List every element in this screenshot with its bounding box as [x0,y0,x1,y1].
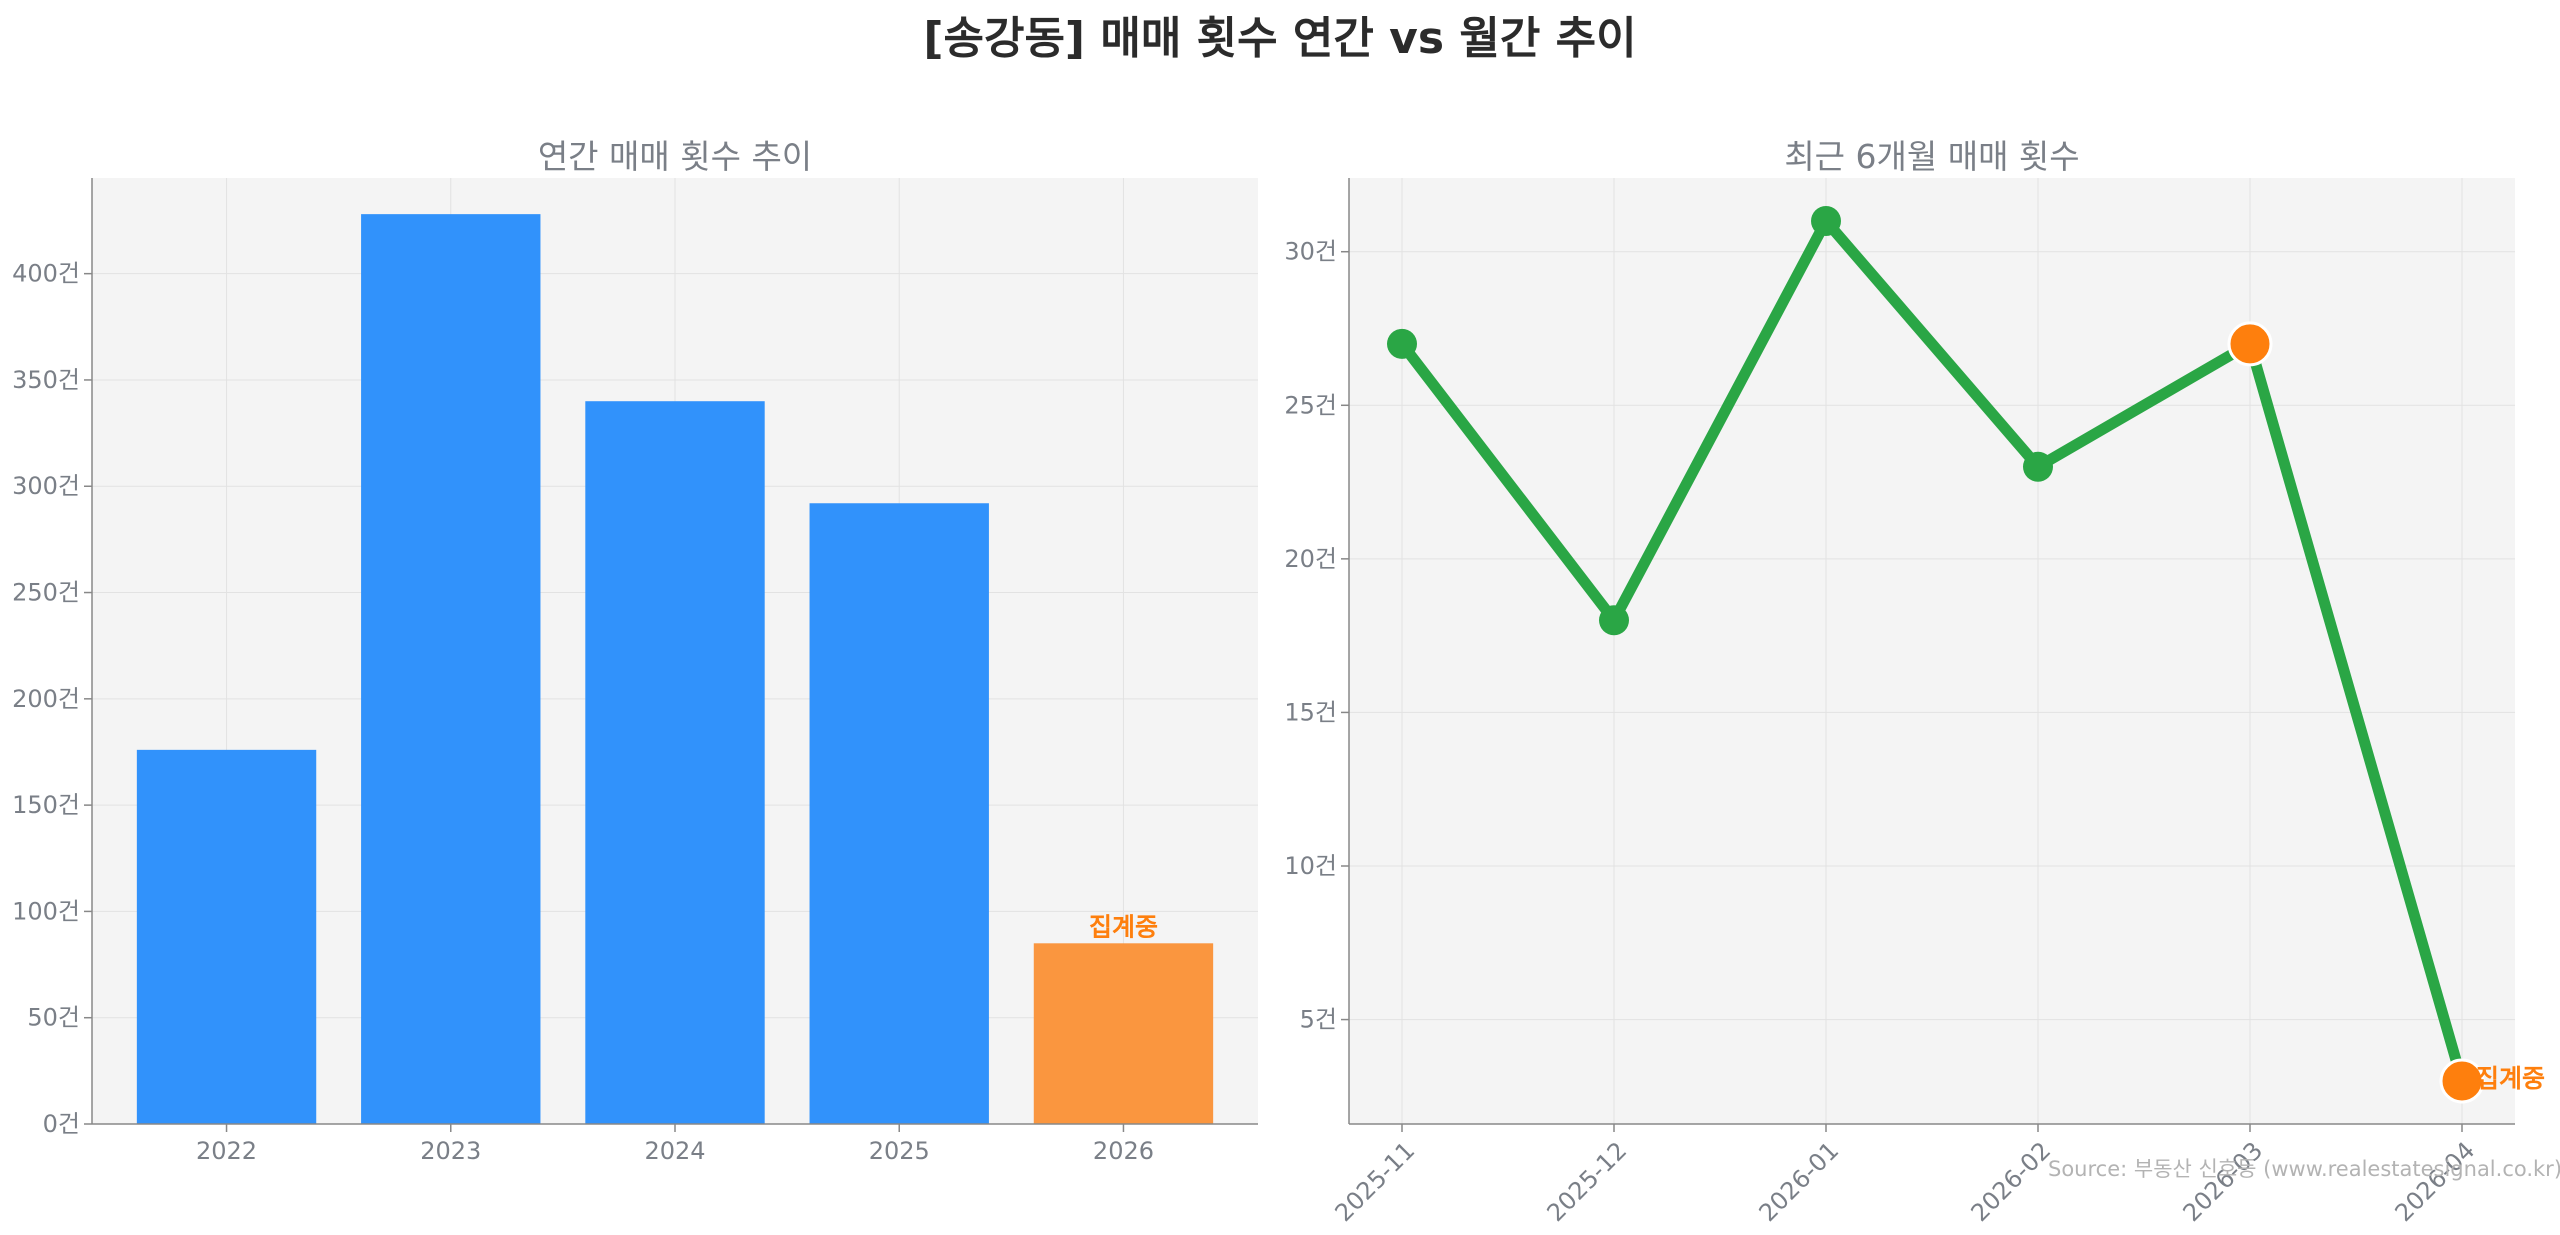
line-point-2026-02 [2023,451,2053,482]
line-series [1396,215,2468,1087]
source-note: Source: 부동산 신호등 (www.realestatesignal.co… [2048,1157,2560,1181]
line-xtick-label: 2025-11 [1330,1136,1421,1227]
bar-ytick-label: 250건 [12,579,80,607]
main-title: [송강동] 매매 횟수 연간 vs 월간 추이 [923,13,1637,64]
bar-ytick-label: 0건 [43,1110,80,1138]
bar-ytick-label: 100건 [12,897,80,925]
bar-chart-title: 연간 매매 횟수 추이 [537,137,813,176]
bar-xtick-label: 2023 [420,1137,481,1165]
line-point-2025-11 [1387,328,1417,359]
bar-ytick-label: 400건 [12,260,80,288]
bar-ytick-label: 300건 [12,472,80,500]
bar-2023 [361,214,541,1124]
line-point-2026-01 [1811,206,1841,236]
line-annotation-label: 집계중 [2476,1064,2545,1093]
line-point-2025-12 [1599,605,1629,636]
line-xtick-label: 2026-01 [1754,1136,1845,1227]
bar-xtick-label: 2026 [1093,1137,1154,1165]
bar-xtick-label: 2024 [644,1137,705,1165]
bar-ytick-label: 350건 [12,366,80,394]
bar-ytick-label: 50건 [27,1004,80,1032]
line-ytick-label: 20건 [1284,545,1337,573]
bar-xtick-label: 2022 [196,1137,257,1165]
line-ytick-label: 5건 [1300,1006,1337,1034]
bar-2026 [1033,943,1214,1124]
line-xtick-label: 2026-02 [1966,1136,2057,1227]
line-point-2026-03 [2227,321,2273,367]
line-ytick-label: 25건 [1284,391,1337,419]
bar-ytick-label: 200건 [12,685,80,713]
line-point-2026-04 [2439,1058,2485,1104]
line-chart-title: 최근 6개월 매매 횟수 [1784,137,2080,176]
bar-2024 [585,401,765,1124]
line-ytick-label: 10건 [1284,852,1337,880]
bar-2022 [136,749,317,1124]
bar-ytick-label: 150건 [12,791,80,819]
line-xtick-label: 2025-12 [1542,1136,1633,1227]
line-ytick-label: 15건 [1284,698,1337,726]
bar-2025 [809,503,989,1125]
bar-annotation-label: 집계중 [1089,912,1158,941]
line-ytick-label: 30건 [1284,238,1337,266]
bar-xtick-label: 2025 [869,1137,930,1165]
